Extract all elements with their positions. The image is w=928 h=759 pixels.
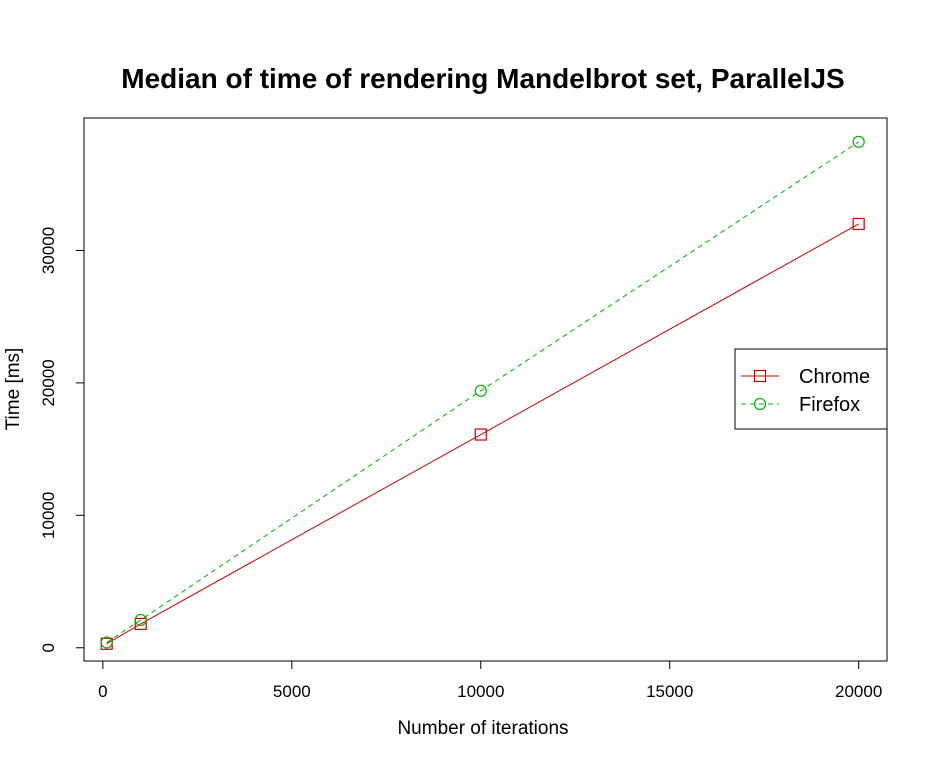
series-chrome (100, 217, 865, 650)
series-firefox-point (134, 613, 147, 627)
x-axis: 0 5000 10000 15000 20000 (98, 660, 882, 701)
y-axis: 0 10000 20000 30000 (39, 227, 85, 652)
series-chrome-line (106, 223, 859, 645)
x-tick-label: 0 (98, 682, 107, 701)
series-chrome-point (134, 617, 147, 631)
chart-title: Median of time of rendering Mandelbrot s… (121, 63, 844, 94)
series-chrome-point (852, 217, 865, 231)
legend: Chrome Firefox (734, 348, 888, 430)
series-firefox-point (474, 384, 487, 397)
legend-box (734, 348, 888, 430)
series-layer (100, 135, 865, 650)
y-tick-label: 10000 (39, 492, 58, 539)
series-chrome-point (474, 428, 487, 441)
legend-chrome-label: Chrome (799, 366, 870, 388)
x-tick-label: 10000 (457, 682, 504, 701)
y-axis-label: Time [ms] (3, 348, 24, 431)
y-tick-label: 20000 (39, 359, 58, 406)
y-tick-label: 0 (39, 643, 58, 652)
x-tick-label: 20000 (835, 682, 882, 701)
x-tick-label: 15000 (646, 682, 693, 701)
series-firefox (100, 135, 865, 649)
series-firefox-point (100, 636, 113, 649)
y-tick-label: 30000 (39, 227, 58, 274)
x-axis-label: Number of iterations (397, 718, 568, 739)
legend-firefox-marker (753, 397, 767, 411)
series-firefox-point (852, 135, 865, 148)
legend-chrome-marker (753, 369, 767, 383)
legend-firefox-label: Firefox (799, 394, 860, 416)
x-tick-label: 5000 (273, 682, 311, 701)
series-firefox-line (106, 141, 859, 643)
